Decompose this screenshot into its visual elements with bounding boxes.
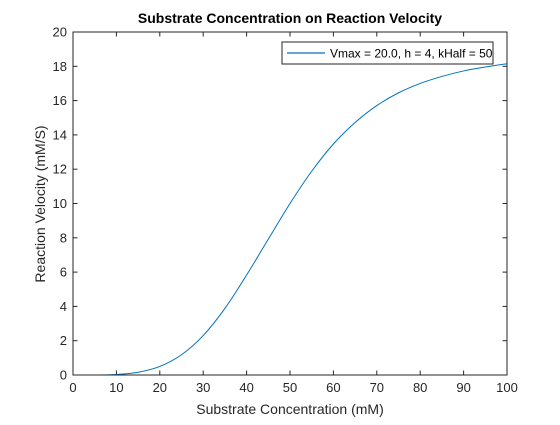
y-axis-ticks: 0 2 4 6 8 10 12 14 16 18 20: [53, 25, 507, 383]
x-tick-label: 20: [153, 380, 167, 395]
y-tick-label: 10: [53, 196, 67, 211]
y-tick-label: 8: [60, 230, 67, 245]
y-tick-label: 2: [60, 333, 67, 348]
x-tick-label: 70: [370, 380, 384, 395]
series-line: [72, 63, 508, 376]
y-tick-label: 16: [53, 93, 67, 108]
x-tick-label: 50: [283, 380, 297, 395]
y-tick-label: 0: [60, 368, 67, 383]
x-tick-label: 0: [69, 380, 76, 395]
legend-box: [281, 41, 494, 65]
y-tick-label: 12: [53, 162, 67, 177]
x-axis-ticks: 0 10 20 30 40 50 60 70 80 90 100: [69, 32, 518, 395]
y-tick-label: 18: [53, 59, 67, 74]
legend: Vmax = 20.0, h = 4, kHalf = 50: [281, 41, 494, 65]
x-axis-label: Substrate Concentration (mM): [196, 401, 384, 417]
axes-box: [72, 31, 508, 376]
x-tick-label: 80: [413, 380, 427, 395]
x-tick-label: 30: [196, 380, 210, 395]
y-tick-label: 20: [53, 25, 67, 40]
y-tick-label: 4: [60, 299, 67, 314]
y-tick-label: 6: [60, 265, 67, 280]
y-axis-label: Reaction Velocity (mM/S): [32, 125, 48, 282]
chart-title: Substrate Concentration on Reaction Velo…: [138, 10, 442, 26]
x-tick-label: 40: [239, 380, 253, 395]
x-tick-label: 10: [109, 380, 123, 395]
y-tick-label: 14: [53, 127, 67, 142]
series-layer: [72, 63, 508, 376]
x-tick-label: 90: [456, 380, 470, 395]
x-tick-label: 100: [496, 380, 518, 395]
x-tick-label: 60: [326, 380, 340, 395]
legend-label: Vmax = 20.0, h = 4, kHalf = 50: [330, 47, 493, 61]
